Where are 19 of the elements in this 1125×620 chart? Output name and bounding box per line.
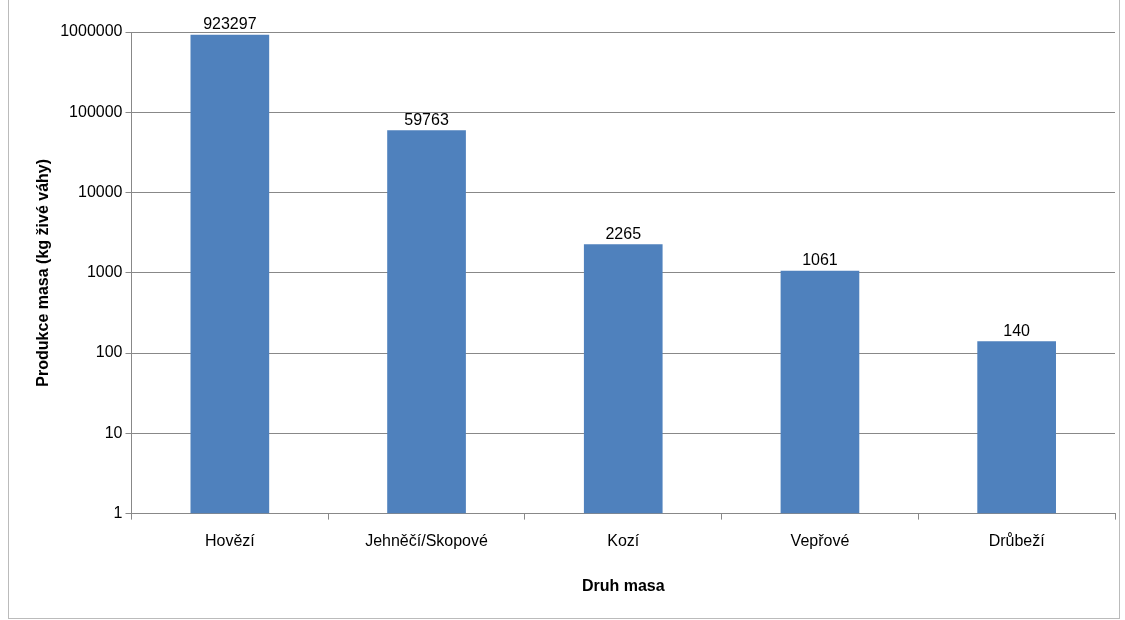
data-label: 140 xyxy=(1003,321,1031,339)
x-axis-title: Druh masa xyxy=(581,576,665,594)
y-tick-label: 100 xyxy=(95,343,123,361)
y-tick-label: 1000 xyxy=(86,263,123,281)
data-label: 1061 xyxy=(802,251,838,269)
data-label: 923297 xyxy=(203,15,257,33)
x-tick-label: Drůbeží xyxy=(988,531,1046,549)
x-tick-label: Vepřové xyxy=(790,531,850,549)
y-tick-label: 10 xyxy=(104,423,123,441)
data-label: 2265 xyxy=(605,224,642,242)
x-tick-label: Jehněčí/Skopové xyxy=(365,531,489,549)
data-label: 59763 xyxy=(404,110,449,128)
y-tick-label: 1000000 xyxy=(60,22,123,40)
y-axis-title: Produkce masa (kg živé váhy) xyxy=(34,158,52,387)
x-tick-label: Hovězí xyxy=(204,531,256,549)
y-tick-label: 1 xyxy=(113,504,123,522)
x-tick-label: Kozí xyxy=(607,531,640,549)
y-tick-label: 100000 xyxy=(69,102,123,120)
y-tick-label: 10000 xyxy=(77,182,123,200)
